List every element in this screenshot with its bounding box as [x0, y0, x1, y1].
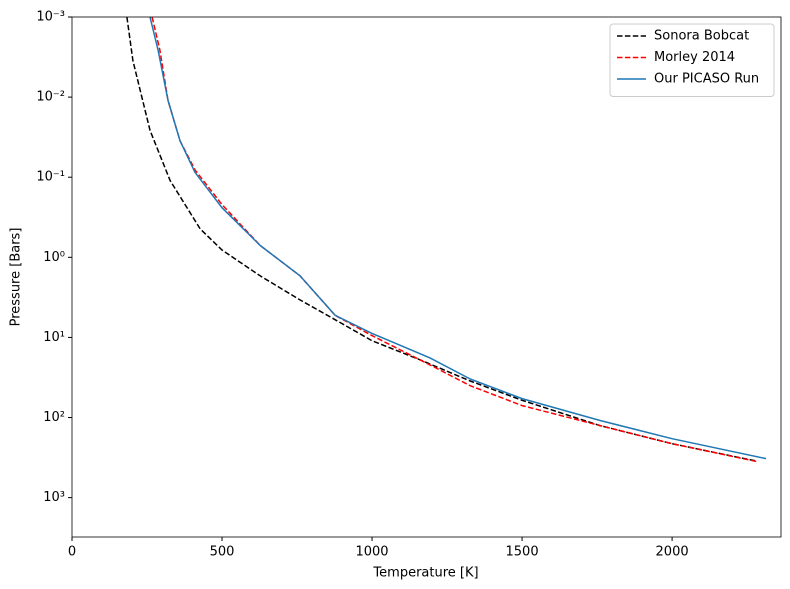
x-tick-label: 1500 — [506, 545, 539, 560]
y-tick-label: 10⁻² — [36, 90, 65, 105]
y-tick-label: 10⁻¹ — [36, 170, 65, 185]
series-line — [149, 17, 767, 460]
legend-label: Our PICASO Run — [654, 72, 759, 87]
x-tick-label: 2000 — [656, 545, 689, 560]
x-tick-label: 1000 — [355, 545, 388, 560]
y-tick-label: 10¹ — [43, 330, 65, 345]
plot-frame — [71, 16, 782, 538]
y-tick-label: 10⁻³ — [36, 10, 65, 25]
y-tick-label: 10³ — [43, 490, 65, 505]
y-tick-label: 10² — [43, 410, 65, 425]
legend-box — [609, 23, 775, 97]
x-axis-label: Temperature [K] — [372, 566, 478, 581]
plot-lines — [126, 17, 767, 463]
y-tick-label: 10⁰ — [43, 250, 65, 265]
x-tick-label: 0 — [68, 545, 76, 560]
y-axis-label: Pressure [Bars] — [9, 228, 24, 327]
x-tick-label: 500 — [210, 545, 235, 560]
series-line — [126, 17, 756, 462]
legend-label: Sonora Bobcat — [654, 29, 749, 44]
legend-label: Morley 2014 — [654, 50, 735, 65]
